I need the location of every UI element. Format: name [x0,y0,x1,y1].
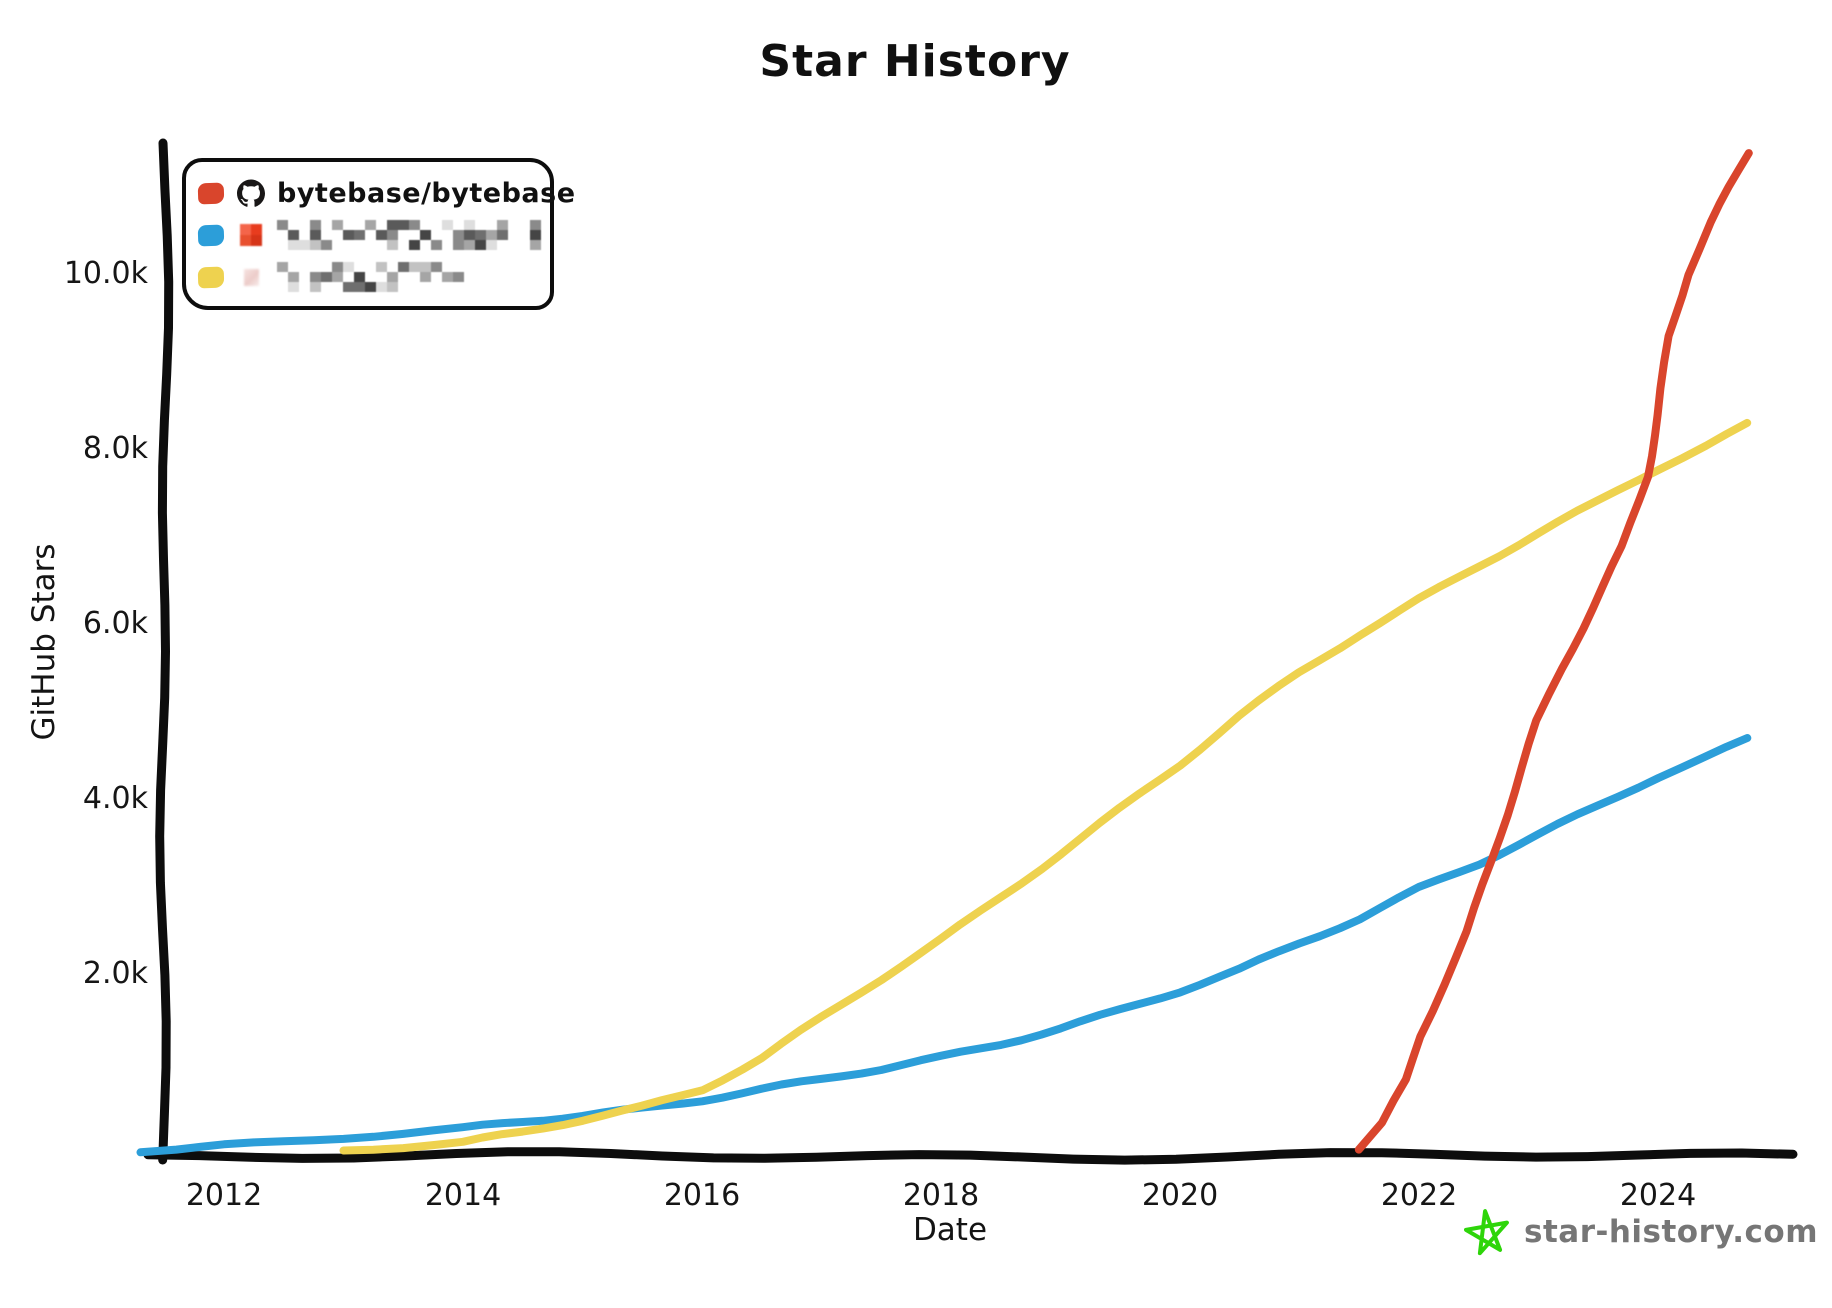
x-tick-label: 2016 [663,1178,741,1213]
series-line-bytebase-bytebase [1354,149,1753,1154]
redacted-avatar-red-icon [237,221,265,249]
star-logo-icon [1464,1209,1509,1256]
y-axis-line [155,138,174,1165]
redacted-avatar-pink-icon [237,263,265,291]
y-tick-label: 6.0k [82,606,148,641]
legend-entry-redacted-1 [197,214,550,256]
legend-entry-bytebase: bytebase/bytebase [197,172,575,214]
x-tick-label: 2012 [185,1178,263,1213]
legend-label-redacted [277,220,541,250]
x-tick-label: 2022 [1380,1178,1458,1213]
x-axis-title: Date [912,1212,988,1248]
legend-swatch-yellow [197,266,225,288]
x-tick-label: 2014 [424,1178,502,1213]
legend-label-redacted [277,261,465,293]
legend: bytebase/bytebase [182,158,575,310]
watermark-text: star-history.com [1524,1214,1819,1250]
x-tick-label: 2020 [1141,1178,1219,1213]
y-tick-label: 4.0k [82,781,148,816]
chart-title: Star History [759,36,1071,87]
x-tick-label: 2018 [902,1178,980,1213]
series-line-redacted-1 [136,734,1752,1157]
y-tick-label: 8.0k [82,431,148,466]
x-axis-line [143,1147,1798,1165]
series-line-redacted-2 [339,418,1752,1155]
legend-swatch-red [197,182,225,204]
watermark-link[interactable]: star-history.com [1462,1206,1818,1258]
github-icon [237,179,265,207]
x-tick-label: 2024 [1619,1178,1697,1213]
legend-entry-redacted-2 [197,256,550,298]
legend-swatch-blue [197,224,225,246]
y-tick-label: 2.0k [82,956,148,991]
legend-label: bytebase/bytebase [277,177,576,209]
y-axis-title: GitHub Stars [26,543,62,741]
y-tick-label: 10.0k [63,256,148,291]
